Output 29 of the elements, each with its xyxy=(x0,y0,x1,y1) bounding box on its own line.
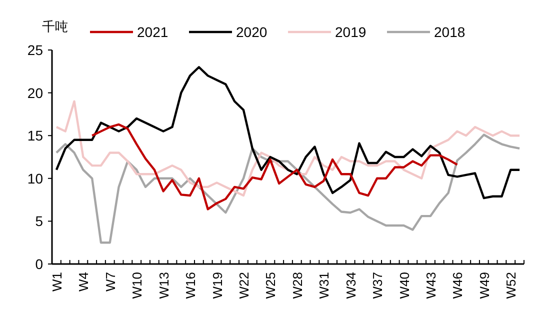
x-tick-label: W49 xyxy=(476,272,492,299)
x-tick-label: W16 xyxy=(183,272,198,299)
x-tick-label: W10 xyxy=(130,272,145,299)
legend-label: 2019 xyxy=(335,24,366,40)
x-tick-label: W34 xyxy=(343,272,358,299)
y-axis-title: 千吨 xyxy=(42,19,68,34)
y-tick-label: 0 xyxy=(35,256,44,272)
x-tick-label: W52 xyxy=(504,272,519,299)
legend-label: 2021 xyxy=(137,24,168,40)
x-tick-label: W22 xyxy=(236,272,252,299)
x-tick-label: W19 xyxy=(210,272,225,299)
y-tick-label: 25 xyxy=(27,42,44,58)
x-tick-label: W43 xyxy=(423,272,438,299)
x-tick-label: W46 xyxy=(450,272,466,299)
y-tick-label: 20 xyxy=(27,84,44,101)
x-tick-label: W37 xyxy=(370,272,386,299)
legend-label: 2020 xyxy=(236,24,268,40)
x-tick-label: W4 xyxy=(76,272,92,292)
x-tick-label: W28 xyxy=(290,272,305,299)
y-tick-label: 5 xyxy=(35,213,44,230)
x-tick-label: W25 xyxy=(263,272,278,299)
x-tick-label: W7 xyxy=(102,272,118,292)
x-tick-label: W13 xyxy=(156,272,172,299)
x-tick-label: W40 xyxy=(396,272,412,299)
y-tick-label: 15 xyxy=(27,128,44,144)
legend-label: 2018 xyxy=(434,24,466,40)
x-tick-label: W1 xyxy=(49,272,64,292)
y-tick-label: 10 xyxy=(27,170,44,186)
x-tick-label: W31 xyxy=(316,272,332,299)
